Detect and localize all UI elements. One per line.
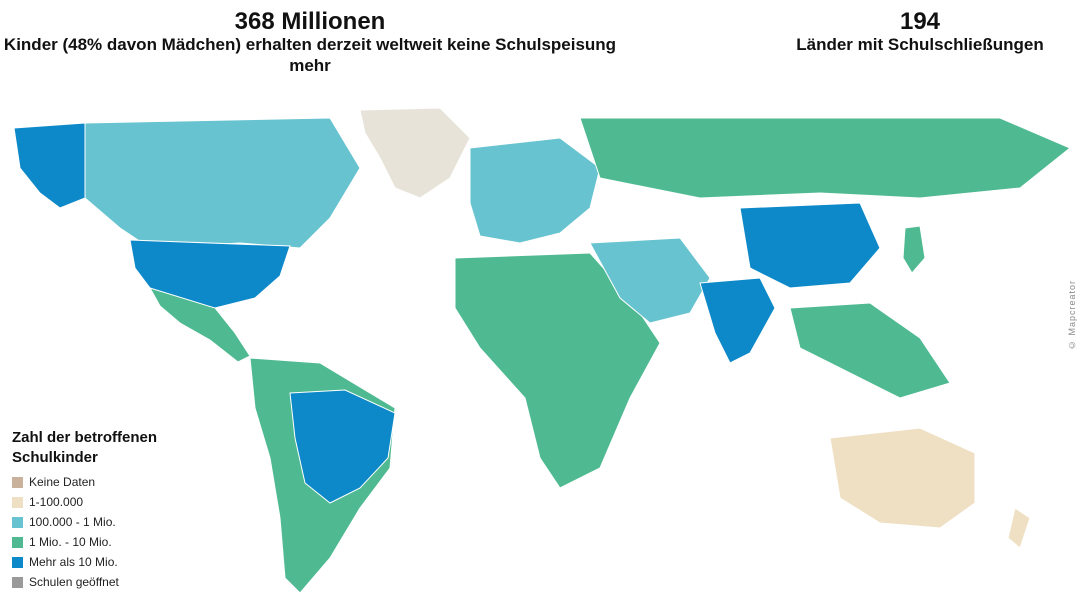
map-region-japan — [902, 225, 926, 274]
legend-label: 100.000 - 1 Mio. — [29, 515, 116, 529]
map-region-alaska — [13, 122, 86, 209]
map-region-new-zealand — [1007, 507, 1031, 549]
legend-label: Mehr als 10 Mio. — [29, 555, 118, 569]
stat-countries-number: 194 — [899, 8, 941, 35]
map-region-usa — [129, 239, 291, 309]
map-legend: Zahl der betroffenen Schulkinder Keine D… — [10, 424, 244, 596]
legend-swatch — [12, 496, 23, 508]
map-region-russia — [579, 117, 1071, 199]
legend-item-schulen-geoeffnet: Schulen geöffnet — [12, 572, 242, 592]
legend-swatch — [12, 476, 23, 488]
legend-title: Zahl der betroffenen Schulkinder — [12, 429, 158, 466]
legend-label: Keine Daten — [29, 475, 96, 489]
map-credit: © Mapcreator — [1067, 280, 1077, 351]
legend-swatch — [12, 536, 23, 548]
legend-item-100000-1mio: 100.000 - 1 Mio. — [12, 512, 242, 532]
legend-label: Schulen geöffnet — [29, 575, 119, 589]
legend-label: 1 Mio. - 10 Mio. — [29, 535, 112, 549]
map-region-greenland — [359, 108, 471, 199]
map-region-canada — [84, 117, 361, 249]
stat-countries: 194 Länder mit Schulschließungen — [770, 10, 1070, 55]
legend-swatch — [12, 576, 23, 588]
map-region-mexico — [148, 287, 251, 363]
world-map — [13, 108, 1071, 593]
map-region-middle-east — [589, 237, 711, 324]
legend-item-1-100000: 1-100.000 — [12, 492, 242, 512]
map-region-china — [739, 202, 881, 289]
legend-label: 1-100.000 — [29, 495, 84, 509]
legend-item-keine-daten: Keine Daten — [12, 472, 242, 492]
legend-item-mehr-als-10mio: Mehr als 10 Mio. — [12, 552, 242, 572]
stat-countries-description: Länder mit Schulschließungen — [796, 35, 1044, 54]
legend-swatch — [12, 556, 23, 568]
map-region-australia — [829, 427, 976, 529]
legend-swatch — [12, 516, 23, 528]
stat-children: 368 Millionen Kinder (48% davon Mädchen)… — [0, 10, 620, 76]
stat-children-description: Kinder (48% davon Mädchen) erhalten derz… — [3, 35, 617, 75]
map-region-india — [699, 277, 776, 364]
map-region-europe — [469, 137, 601, 244]
map-region-brazil — [289, 389, 396, 504]
legend-item-1mio-10mio: 1 Mio. - 10 Mio. — [12, 532, 242, 552]
map-region-southeast-asia — [789, 302, 951, 399]
stat-children-number: 368 Millionen — [234, 8, 386, 35]
